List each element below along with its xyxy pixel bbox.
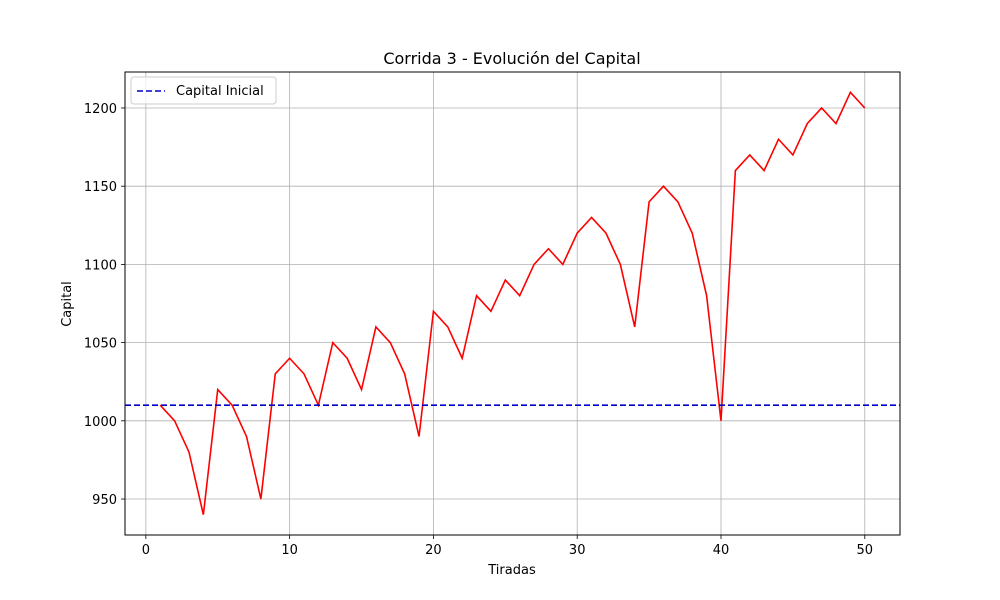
- capital-line: [159, 90, 866, 515]
- plot-area: [125, 90, 900, 515]
- y-tick-label: 1000: [84, 415, 117, 430]
- x-tick-label: 10: [281, 543, 298, 558]
- x-tick-label: 0: [142, 543, 150, 558]
- x-tick-label: 40: [713, 543, 730, 558]
- x-tick-label: 50: [856, 543, 873, 558]
- legend-box: [130, 76, 277, 105]
- ticks: 0 10 20 30 40 50 950 1000 1050 1100 1150 1200: [84, 102, 873, 558]
- y-tick-label: 1150: [84, 180, 117, 195]
- y-tick-label: 1100: [84, 258, 117, 273]
- legend-label-capital-inicial: Capital Inicial: [176, 84, 264, 99]
- x-axis-label: Tiradas: [487, 563, 536, 578]
- x-tick-label: 30: [569, 543, 586, 558]
- chart-title: Corrida 3 - Evolución del Capital: [383, 49, 640, 68]
- y-tick-label: 1050: [84, 337, 117, 352]
- axes-frame: [124, 71, 901, 536]
- y-axis-label: Capital: [60, 281, 75, 327]
- x-tick-label: 20: [425, 543, 442, 558]
- y-tick-label: 950: [92, 493, 117, 508]
- grid: [125, 72, 900, 535]
- y-tick-label: 1200: [84, 102, 117, 117]
- legend: Capital Inicial: [130, 76, 277, 105]
